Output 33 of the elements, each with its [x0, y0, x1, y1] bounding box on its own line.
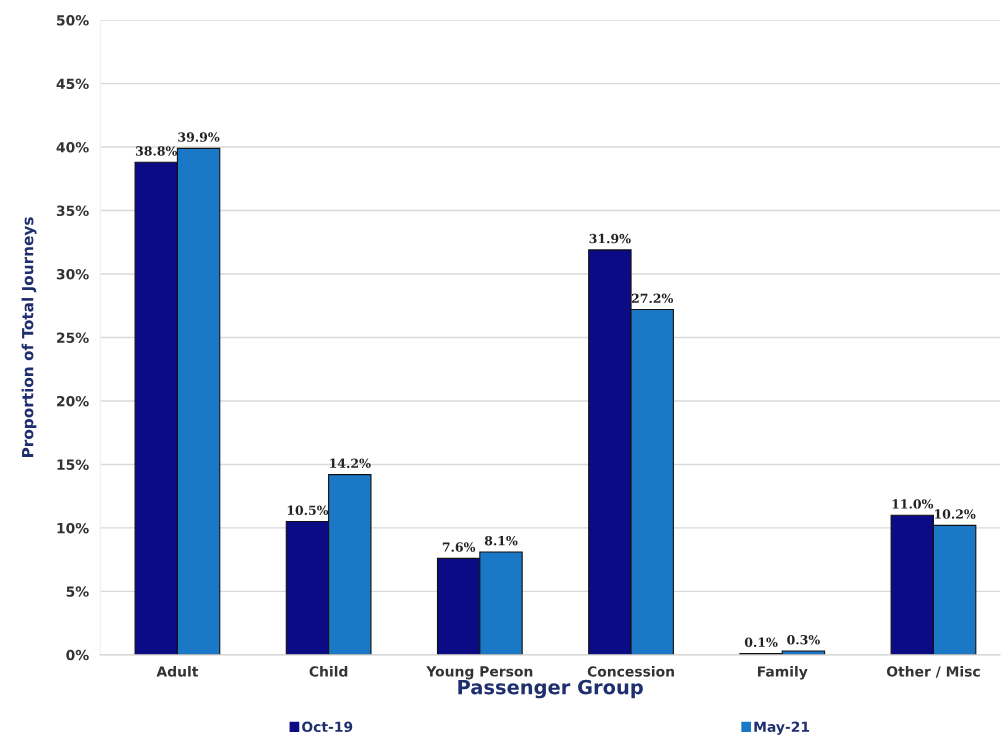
- legend-label: Oct-19: [302, 721, 353, 733]
- y-tick-label: 30%: [56, 268, 89, 280]
- y-axis-title: Proportion of Total Journeys: [21, 217, 37, 457]
- data-label: 31.9%: [589, 233, 631, 244]
- y-tick-label: 15%: [57, 459, 89, 470]
- y-tick-label: 45%: [56, 78, 89, 90]
- y-tick-label: 40%: [56, 142, 89, 153]
- y-tick-label: 35%: [56, 205, 89, 217]
- y-tick-label: 10%: [57, 522, 89, 534]
- data-label: 27.2%: [631, 293, 674, 303]
- x-tick-label: Other / Misc: [886, 665, 980, 678]
- data-label: 11.0%: [892, 499, 934, 509]
- y-tick-label: 50%: [57, 15, 89, 26]
- x-axis-title: Passenger Group: [458, 679, 643, 699]
- data-label: 39.9%: [178, 132, 220, 142]
- x-tick-label: Family: [757, 665, 808, 680]
- y-tick-label: 25%: [57, 332, 89, 343]
- y-tick-label: 0%: [66, 649, 89, 661]
- data-label: 8.1%: [484, 535, 518, 546]
- y-tick-label: 5%: [66, 586, 89, 597]
- data-label: 10.5%: [287, 505, 329, 515]
- data-label: 10.2%: [934, 509, 976, 519]
- x-tick-label: Young Person: [426, 666, 533, 680]
- legend-label: May-21: [754, 721, 810, 735]
- data-label: 7.6%: [442, 542, 476, 552]
- x-tick-label: Concession: [587, 665, 674, 677]
- data-label: 14.2%: [330, 458, 371, 468]
- y-tick-label: 20%: [57, 395, 89, 407]
- x-tick-label: Child: [309, 665, 348, 677]
- data-label: 38.8%: [135, 146, 178, 156]
- x-tick-label: Adult: [156, 665, 199, 677]
- data-label: 0.1%: [744, 637, 778, 647]
- data-label: 0.3%: [787, 635, 820, 645]
